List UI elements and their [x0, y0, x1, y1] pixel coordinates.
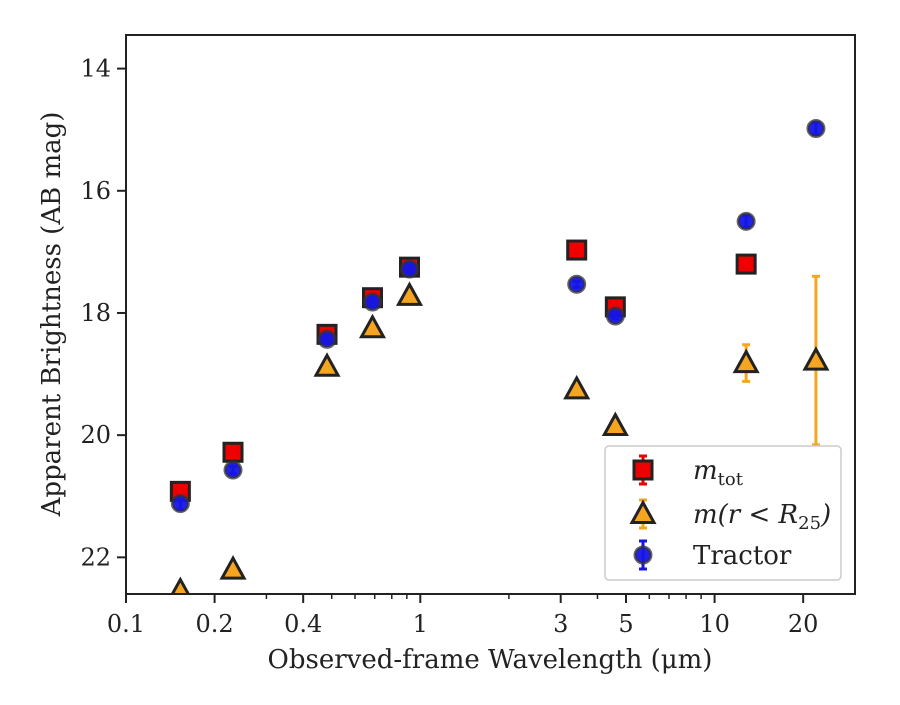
data-point	[601, 411, 629, 437]
x-tick-label: 20	[788, 610, 819, 638]
legend-label-tail: )	[820, 500, 831, 530]
legend-label-subscript: 25	[798, 513, 821, 534]
legend-label: m(r < R25)	[693, 500, 831, 534]
data-point	[170, 494, 190, 514]
y-axis-label: Apparent Brightness (AB mag)	[37, 112, 67, 518]
legend-marker	[632, 459, 654, 481]
legend-marker	[633, 545, 653, 565]
data-point	[735, 253, 757, 275]
data-point	[223, 460, 243, 480]
data-point	[358, 313, 387, 339]
data-point	[399, 259, 419, 279]
x-tick-label: 1	[413, 610, 428, 638]
legend-label-subscript: tot	[718, 469, 744, 490]
plot-frame	[125, 34, 856, 595]
legend-label-main: m	[693, 456, 718, 486]
x-tick-label: 10	[699, 610, 730, 638]
data-point	[802, 346, 830, 371]
data-point	[317, 329, 337, 349]
legend-label: mtot	[693, 456, 744, 490]
legend-box	[604, 445, 842, 581]
data-point	[395, 281, 424, 306]
y-tick-label: 20	[80, 421, 111, 449]
data-point	[605, 306, 625, 326]
legend-entry: m(r < R25)	[629, 498, 831, 534]
legend-entry: Tractor	[633, 539, 792, 571]
legend-label-main: m(r < R	[693, 500, 798, 530]
data-point	[362, 292, 382, 312]
x-tick-label: 0.2	[196, 610, 234, 638]
x-tick-label: 0.4	[284, 610, 322, 638]
y-tick-label: 18	[80, 299, 111, 327]
x-tick-label: 3	[553, 610, 568, 638]
data-point	[806, 118, 826, 138]
y-tick-label: 22	[80, 543, 111, 571]
legend: mtot m(r < R25) Tractor	[604, 445, 842, 581]
y-tick-label: 16	[80, 177, 111, 205]
x-axis-label: Observed-frame Wavelength (μm)	[268, 645, 713, 675]
data-point	[736, 211, 756, 231]
series-circle	[170, 118, 826, 514]
series-triangle	[171, 274, 830, 593]
legend-entry: mtot	[632, 454, 744, 490]
data-point	[313, 352, 341, 377]
data-marks	[169, 118, 830, 593]
data-point	[566, 239, 588, 261]
axis-ticks: 0.1 0.2 0.4 1 3 5 10 20 14 16 18 20 22	[80, 55, 818, 638]
x-tick-label: 0.1	[107, 610, 145, 638]
legend-marker	[629, 499, 657, 525]
data-point	[567, 274, 587, 294]
y-tick-label: 14	[80, 55, 111, 83]
legend-label: Tractor	[693, 541, 792, 571]
x-tick-label: 5	[618, 610, 633, 638]
data-point	[222, 441, 244, 463]
data-point	[219, 555, 247, 580]
legend-label-main: Tractor	[693, 541, 792, 571]
data-point	[563, 374, 591, 400]
data-point	[732, 348, 760, 374]
data-point	[171, 576, 190, 593]
